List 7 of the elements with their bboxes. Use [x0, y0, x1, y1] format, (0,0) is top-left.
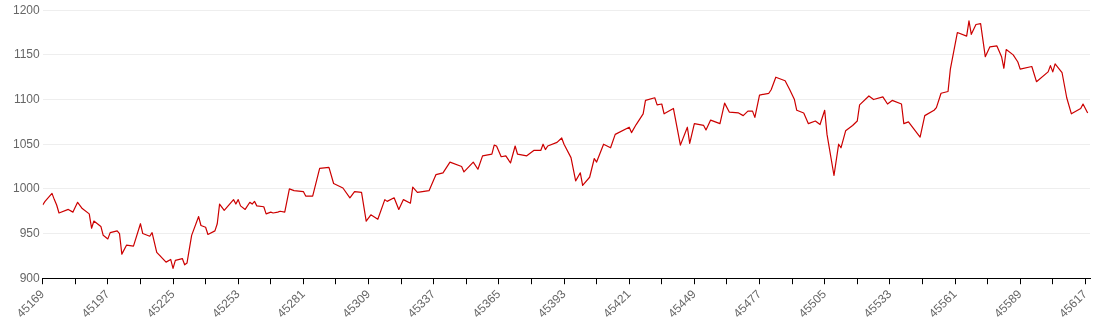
y-tick-label: 1000 — [12, 181, 41, 196]
y-tick-label: 1200 — [12, 2, 41, 17]
y-tick-label: 900 — [19, 270, 41, 285]
y-tick-label: 1100 — [13, 91, 41, 106]
y-tick-label: 1150 — [13, 47, 41, 62]
y-tick-label: 950 — [19, 225, 41, 240]
y-tick-label: 1050 — [12, 136, 41, 151]
